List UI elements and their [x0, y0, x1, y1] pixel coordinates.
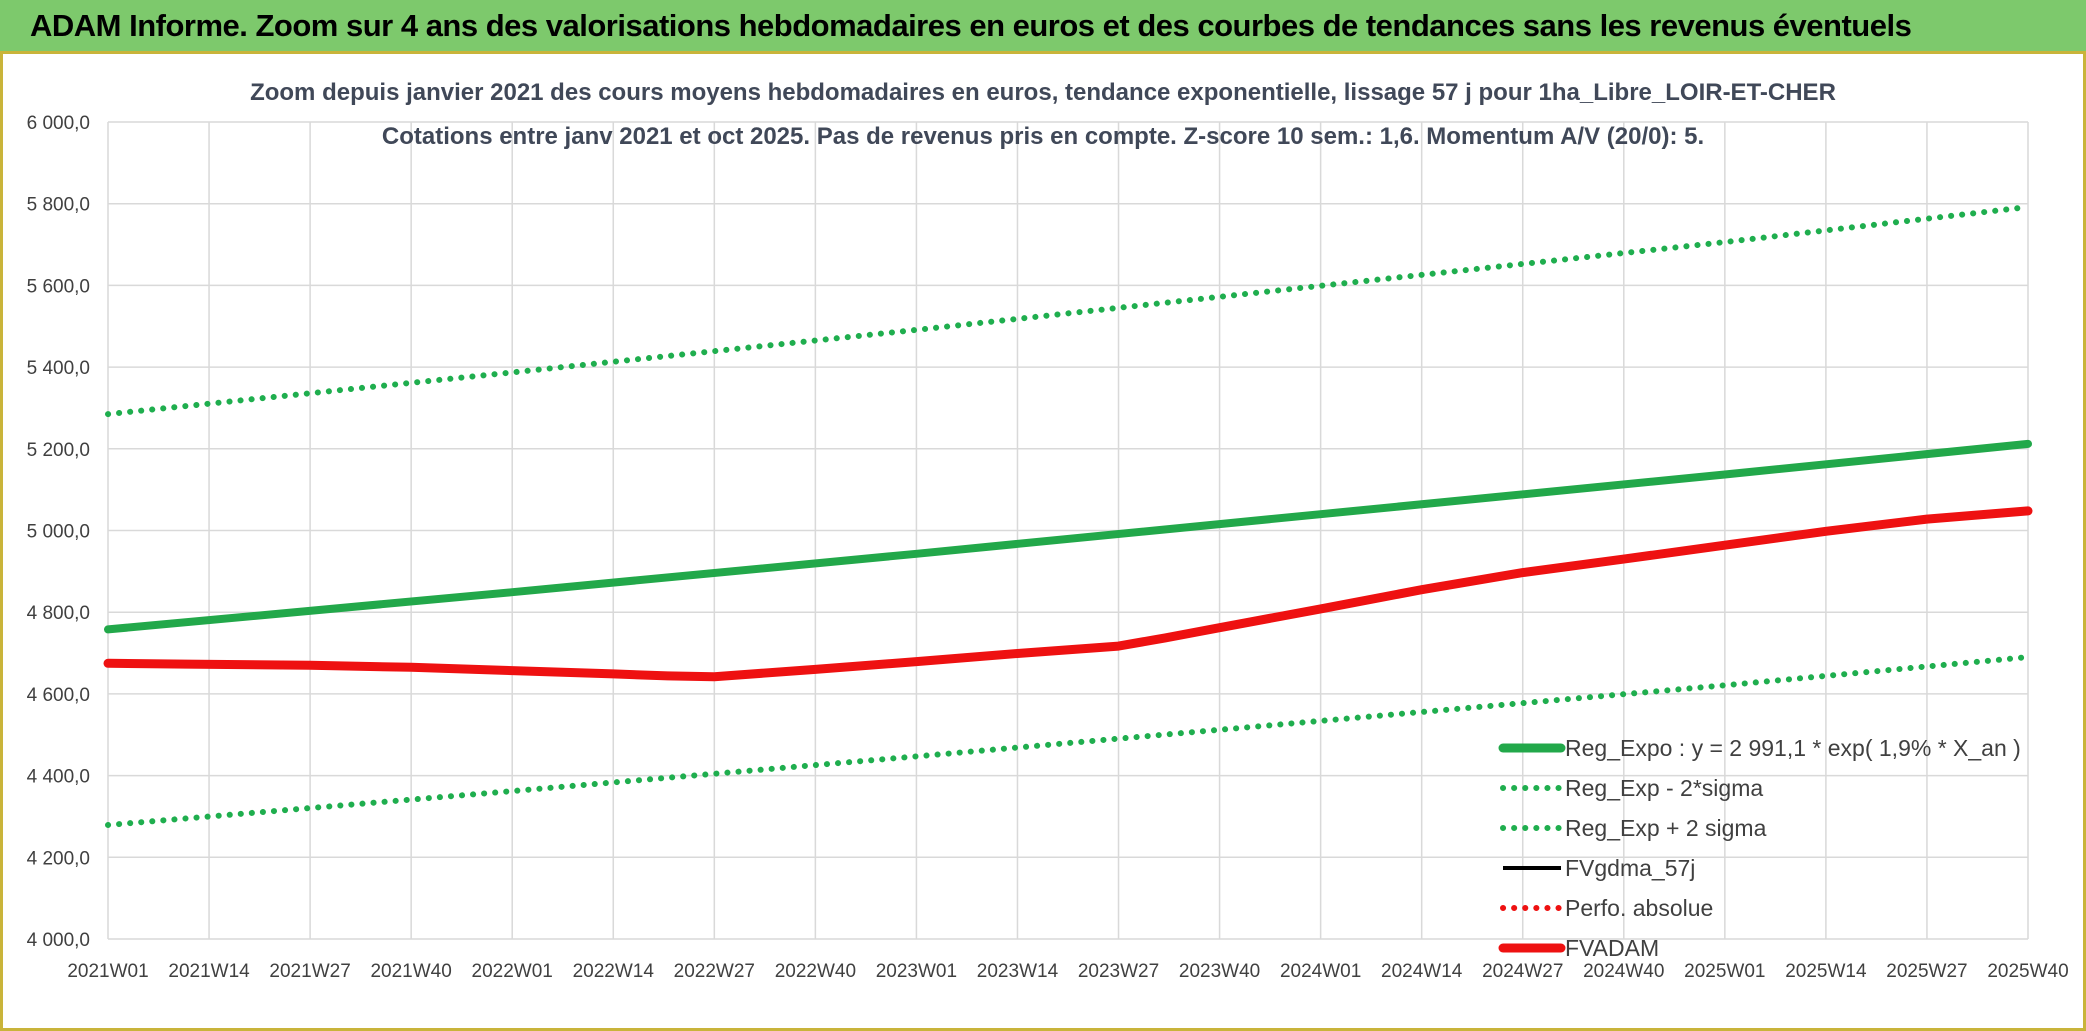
- series-line-fvadam: [103, 506, 2033, 682]
- x-tick-label: 2021W27: [269, 961, 350, 982]
- x-tick-label: 2021W40: [370, 961, 451, 982]
- x-tick-label: 2025W14: [1785, 961, 1867, 982]
- y-tick-label: 5 400,0: [27, 358, 90, 379]
- chart-title: Zoom depuis janvier 2021 des cours moyen…: [250, 79, 1836, 150]
- x-tick-label: 2022W14: [573, 961, 655, 982]
- y-axis-ticks: 4 000,0 4 200,0 4 400,0 4 600,0 4 800,0 5 000…: [27, 113, 90, 951]
- x-tick-label: 2021W01: [67, 961, 148, 982]
- x-tick-label: 2023W01: [876, 961, 957, 982]
- chart-area: Zoom depuis janvier 2021 des cours moyen…: [0, 54, 2086, 1031]
- chart-title-line-1: Zoom depuis janvier 2021 des cours moyen…: [250, 79, 1836, 106]
- legend-label: FVADAM: [1565, 935, 1659, 961]
- x-tick-label: 2022W40: [775, 961, 856, 982]
- legend-label: Reg_Exp + 2 sigma: [1565, 815, 1767, 841]
- legend-label: FVgdma_57j: [1565, 855, 1695, 881]
- series-lines: [103, 204, 2033, 828]
- x-tick-label: 2024W01: [1280, 961, 1361, 982]
- y-tick-label: 4 800,0: [27, 603, 90, 624]
- series-line-reg-expo-y-2-991-1-exp-1-9-x-an-: [104, 439, 2032, 634]
- y-tick-label: 5 000,0: [27, 522, 90, 543]
- x-axis-ticks: 2021W01 2021W14 2021W27 2021W40 2022W01 2022W…: [67, 961, 2068, 982]
- x-tick-label: 2024W27: [1482, 961, 1563, 982]
- legend-label: Perfo. absolue: [1565, 895, 1713, 921]
- y-tick-label: 5 200,0: [27, 440, 90, 461]
- x-tick-label: 2025W40: [1987, 961, 2068, 982]
- legend-label: Reg_Expo : y = 2 991,1 * exp( 1,9% * X_a…: [1565, 735, 2021, 761]
- x-tick-label: 2023W27: [1078, 961, 1159, 982]
- report-banner: ADAM Informe. Zoom sur 4 ans des valoris…: [0, 0, 2086, 54]
- legend-label: Reg_Exp - 2*sigma: [1565, 775, 1763, 801]
- series-line-reg-exp-2-sigma: [105, 204, 2031, 418]
- x-tick-label: 2025W27: [1886, 961, 1967, 982]
- x-tick-label: 2025W01: [1684, 961, 1765, 982]
- chart-legend: Reg_Expo : y = 2 991,1 * exp( 1,9% * X_a…: [1498, 735, 2021, 961]
- y-tick-label: 5 800,0: [27, 195, 90, 216]
- x-tick-label: 2023W14: [977, 961, 1059, 982]
- y-tick-label: 4 000,0: [27, 930, 90, 951]
- x-tick-label: 2022W27: [674, 961, 755, 982]
- y-tick-label: 6 000,0: [27, 113, 90, 134]
- grid-lines: [107, 121, 2029, 940]
- x-tick-label: 2024W14: [1381, 961, 1463, 982]
- y-tick-label: 4 200,0: [27, 848, 90, 869]
- x-tick-label: 2024W40: [1583, 961, 1664, 982]
- x-tick-label: 2021W14: [168, 961, 250, 982]
- series-line-reg-exp-2-sigma: [105, 654, 2031, 828]
- report-title: ADAM Informe. Zoom sur 4 ans des valoris…: [30, 8, 1912, 43]
- y-tick-label: 4 600,0: [27, 685, 90, 706]
- trend-chart: Zoom depuis janvier 2021 des cours moyen…: [27, 79, 2069, 982]
- y-tick-label: 4 400,0: [27, 767, 90, 788]
- chart-title-line-2: Cotations entre janv 2021 et oct 2025. P…: [382, 123, 1704, 150]
- y-tick-label: 5 600,0: [27, 276, 90, 297]
- x-tick-label: 2022W01: [472, 961, 553, 982]
- x-tick-label: 2023W40: [1179, 961, 1260, 982]
